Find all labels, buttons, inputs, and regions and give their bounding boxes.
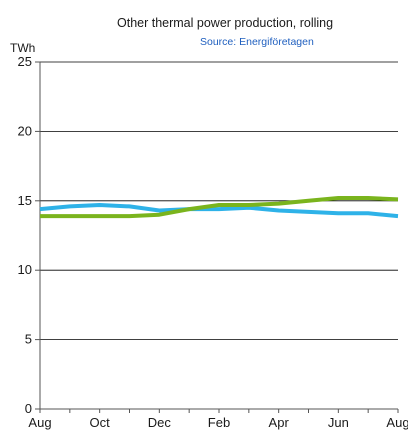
x-tick-label-2: Oct [90,415,111,430]
axes [35,61,399,413]
x-tick-label-12: Aug [386,415,408,430]
y-tick-labels: 0 5 10 15 20 25 [18,54,32,416]
grid-lines [40,61,398,341]
x-tick-label-6: Feb [208,415,230,430]
y-axis-unit: TWh [10,41,35,55]
y-tick-label-10: 10 [18,262,32,277]
y-tick-label-20: 20 [18,123,32,138]
x-tick-label-10: Jun [328,415,349,430]
series-lines [39,196,399,219]
x-tick-labels: Aug Oct Dec Feb Apr Jun Aug [28,415,408,430]
series-line-1 [40,196,399,219]
y-tick-label-25: 25 [18,54,32,69]
chart-source: Source: Energiföretagen [200,36,314,48]
x-tick-label-4: Dec [148,415,172,430]
y-tick-label-5: 5 [25,332,32,347]
chart-title: Other thermal power production, rolling [117,16,333,30]
x-tick-label-8: Apr [269,415,290,430]
y-tick-label-15: 15 [18,193,32,208]
x-tick-label-0: Aug [28,415,51,430]
series-line-0 [39,203,399,219]
y-tick-label-0: 0 [25,401,32,416]
